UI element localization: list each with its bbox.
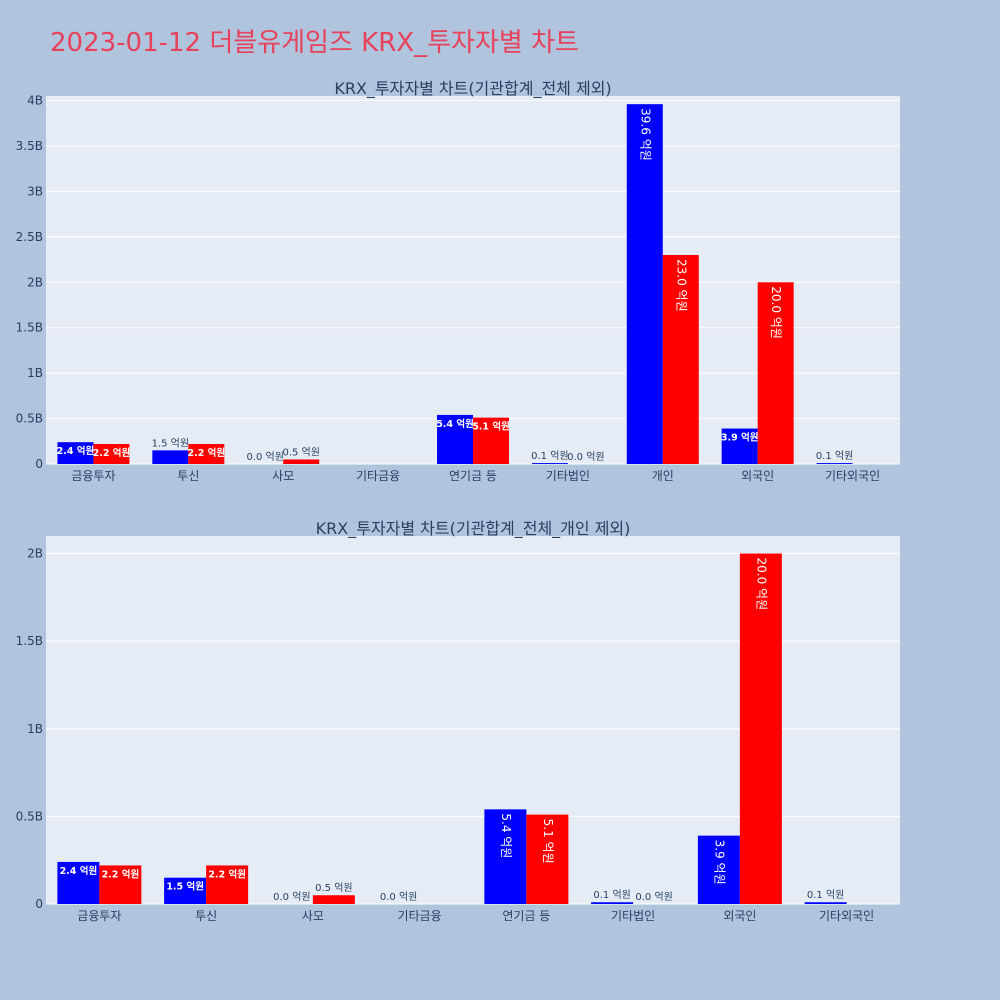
y-tick-label: 3B xyxy=(27,184,43,198)
x-tick-label: 기타외국인 xyxy=(819,909,874,923)
data-label: 0.1 억원 xyxy=(593,889,630,901)
data-label: 2.4 억원 xyxy=(60,865,98,877)
bar xyxy=(312,895,355,904)
y-tick-label: 2B xyxy=(27,275,43,289)
data-label: 0.1 억원 xyxy=(531,450,568,462)
y-tick-label: 3.5B xyxy=(16,139,43,153)
data-label: 0.5 억원 xyxy=(315,882,352,894)
bar xyxy=(206,865,249,904)
chart-investor-excl-individual: KRX_투자자별 차트(기관합계_전체_개인 제외) 0 0.5B 1B 1.5B 2B 금… xyxy=(16,519,900,923)
data-label: 39.6 억원 xyxy=(638,108,652,161)
data-label: 0.5 억원 xyxy=(282,446,319,458)
x-tick-label: 연기금 등 xyxy=(449,469,497,483)
y-tick-label: 1.5B xyxy=(16,634,43,648)
data-label: 1.5 억원 xyxy=(166,881,204,893)
x-tick-label: 사모 xyxy=(302,909,324,923)
bar xyxy=(164,877,207,904)
data-label: 20.0 억원 xyxy=(754,558,768,611)
x-tick-label: 기타외국인 xyxy=(825,469,880,483)
y-tick-label: 0 xyxy=(35,897,43,911)
x-tick-label: 투신 xyxy=(177,469,199,483)
x-tick-label: 금융투자 xyxy=(71,469,115,483)
y-tick-label: 2B xyxy=(27,547,43,561)
bar xyxy=(188,444,225,464)
data-label: 5.4 억원 xyxy=(499,813,513,858)
data-label: 2.2 억원 xyxy=(208,868,246,880)
y-tick-label: 0.5B xyxy=(16,809,43,823)
x-tick-label: 외국인 xyxy=(741,469,774,483)
data-label: 1.5 억원 xyxy=(152,437,189,449)
bar xyxy=(526,814,569,904)
x-tick-label: 기타금융 xyxy=(356,469,400,483)
y-tick-label: 1.5B xyxy=(16,321,43,335)
bar xyxy=(99,865,142,904)
data-label: 2.2 억원 xyxy=(102,868,140,880)
x-tick-label: 기타법인 xyxy=(546,469,590,483)
data-label: 5.1 억원 xyxy=(541,819,555,864)
data-label: 3.9 억원 xyxy=(712,840,726,885)
data-label: 2.2 억원 xyxy=(93,447,131,459)
bar xyxy=(816,463,853,464)
bar xyxy=(152,450,189,464)
bar xyxy=(283,459,320,464)
bar xyxy=(757,282,794,464)
bar xyxy=(591,902,634,904)
y-tick-label: 2.5B xyxy=(16,230,43,244)
chart-subtitle: KRX_투자자별 차트(기관합계_전체_개인 제외) xyxy=(316,519,631,539)
bar xyxy=(93,444,130,464)
y-tick-label: 0 xyxy=(35,457,43,471)
data-label: 2.2 억원 xyxy=(188,447,226,459)
data-label: 23.0 억원 xyxy=(674,259,688,312)
data-label: 0.1 억원 xyxy=(807,889,844,901)
data-label: 5.1 억원 xyxy=(472,421,510,433)
bar xyxy=(697,835,740,904)
data-label: 3.9 억원 xyxy=(721,432,759,444)
data-label: 0.0 억원 xyxy=(380,891,417,903)
bar xyxy=(437,414,473,464)
bar xyxy=(721,428,758,464)
bar xyxy=(739,553,782,904)
x-tick-label: 연기금 등 xyxy=(502,909,550,923)
data-label: 0.0 억원 xyxy=(567,451,604,463)
bar xyxy=(57,442,94,464)
data-label: 20.0 억원 xyxy=(769,286,783,339)
x-tick-label: 금융투자 xyxy=(77,909,121,923)
data-label: 0.0 억원 xyxy=(246,451,283,463)
y-tick-label: 1B xyxy=(27,366,43,380)
data-label: 5.4 억원 xyxy=(436,418,474,430)
chart-investor-all: KRX_투자자별 차트(기관합계_전체 제외) 0 0.5B 1B 1.5B 2B 2.5B… xyxy=(16,79,900,483)
x-tick-label: 기타법인 xyxy=(611,909,655,923)
x-tick-label: 사모 xyxy=(272,469,294,483)
bar xyxy=(531,463,568,464)
y-tick-label: 0.5B xyxy=(16,412,43,426)
x-tick-label: 기타금융 xyxy=(398,909,442,923)
x-tick-label: 개인 xyxy=(652,469,674,483)
data-label: 0.0 억원 xyxy=(273,891,310,903)
x-tick-label: 외국인 xyxy=(723,909,756,923)
data-label: 0.0 억원 xyxy=(635,891,672,903)
page-title: 2023-01-12 더블유게임즈 KRX_투자자별 차트 xyxy=(50,28,579,58)
y-tick-label: 4B xyxy=(27,94,43,108)
bar xyxy=(626,104,663,464)
x-tick-label: 투신 xyxy=(195,909,217,923)
bar xyxy=(662,255,699,464)
bar xyxy=(484,809,527,904)
data-label: 0.1 억원 xyxy=(816,450,853,462)
chart-subtitle: KRX_투자자별 차트(기관합계_전체 제외) xyxy=(334,79,611,99)
data-label: 2.4 억원 xyxy=(57,445,95,457)
y-tick-label: 1B xyxy=(27,722,43,736)
bar xyxy=(473,417,509,464)
bar xyxy=(57,861,100,904)
bar xyxy=(804,902,847,904)
